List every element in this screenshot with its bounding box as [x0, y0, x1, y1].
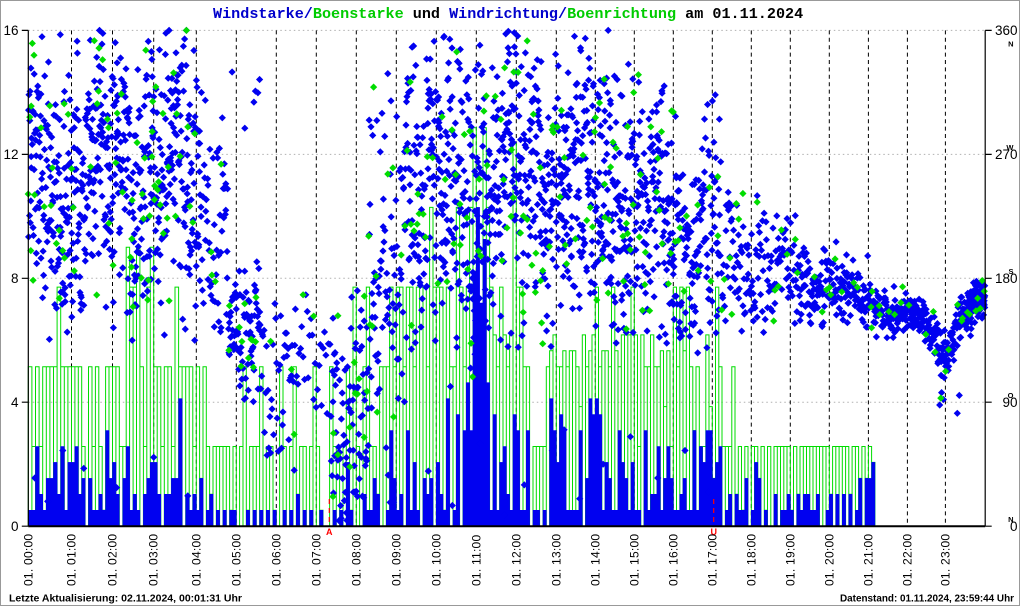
svg-text:01. 06:00: 01. 06:00: [269, 534, 283, 586]
svg-text:16: 16: [3, 23, 18, 38]
svg-text:Windstarke/: Windstarke/: [213, 6, 313, 23]
svg-text:01. 13:00: 01. 13:00: [549, 534, 563, 586]
svg-text:01. 20:00: 01. 20:00: [822, 534, 836, 586]
svg-text:01. 22:00: 01. 22:00: [900, 534, 914, 586]
svg-text:01. 11:00: 01. 11:00: [469, 535, 483, 586]
svg-text:01. 02:00: 01. 02:00: [106, 534, 120, 586]
svg-text:0: 0: [1010, 519, 1018, 534]
svg-text:Boenrichtung: Boenrichtung: [567, 6, 676, 23]
svg-text:01. 17:00: 01. 17:00: [705, 534, 719, 586]
svg-text:01. 21:00: 01. 21:00: [861, 534, 875, 586]
svg-text:4: 4: [11, 395, 19, 410]
svg-text:N: N: [1008, 515, 1013, 524]
svg-text:90: 90: [1002, 395, 1017, 410]
svg-text:01. 03:00: 01. 03:00: [147, 534, 161, 586]
svg-text:01. 15:00: 01. 15:00: [627, 534, 641, 586]
svg-text:8: 8: [11, 271, 19, 286]
svg-text:01. 16:00: 01. 16:00: [666, 534, 680, 586]
svg-text:O: O: [1008, 391, 1014, 400]
svg-text:180: 180: [995, 271, 1018, 286]
svg-text:S: S: [1008, 267, 1013, 276]
svg-text:A: A: [326, 527, 333, 537]
svg-text:am 01.11.2024: am 01.11.2024: [676, 6, 803, 23]
svg-text:01. 04:00: 01. 04:00: [189, 534, 203, 586]
svg-text:Datenstand: 01.11.2024, 23:59:: Datenstand: 01.11.2024, 23:59:44 Uhr: [840, 594, 1014, 605]
svg-text:Letzte Aktualisierung: 02.11.2: Letzte Aktualisierung: 02.11.2024, 00:01…: [9, 594, 242, 605]
svg-text:01. 19:00: 01. 19:00: [783, 534, 797, 586]
svg-text:270: 270: [995, 147, 1018, 162]
svg-text:01. 05:00: 01. 05:00: [229, 534, 243, 586]
svg-text:01. 09:00: 01. 09:00: [389, 534, 403, 586]
svg-text:01. 12:00: 01. 12:00: [509, 534, 523, 586]
svg-text:12: 12: [3, 147, 18, 162]
svg-text:01. 00:00: 01. 00:00: [21, 534, 35, 586]
svg-text:Windrichtung/: Windrichtung/: [449, 6, 567, 23]
svg-text:01. 08:00: 01. 08:00: [349, 534, 363, 586]
svg-text:Boenstarke: Boenstarke: [313, 6, 404, 23]
svg-text:01. 23:00: 01. 23:00: [938, 534, 952, 586]
svg-text:01. 07:00: 01. 07:00: [309, 534, 323, 586]
svg-text:0: 0: [11, 519, 19, 534]
svg-text:01. 10:00: 01. 10:00: [429, 534, 443, 586]
svg-text:W: W: [1006, 143, 1014, 152]
svg-text:01. 14:00: 01. 14:00: [588, 534, 602, 586]
svg-text:01. 18:00: 01. 18:00: [744, 534, 758, 586]
svg-text:N: N: [1008, 40, 1013, 49]
svg-text:U: U: [710, 527, 717, 537]
svg-text:und: und: [404, 6, 449, 23]
svg-text:01. 01:00: 01. 01:00: [65, 534, 79, 586]
svg-text:360: 360: [995, 23, 1018, 38]
